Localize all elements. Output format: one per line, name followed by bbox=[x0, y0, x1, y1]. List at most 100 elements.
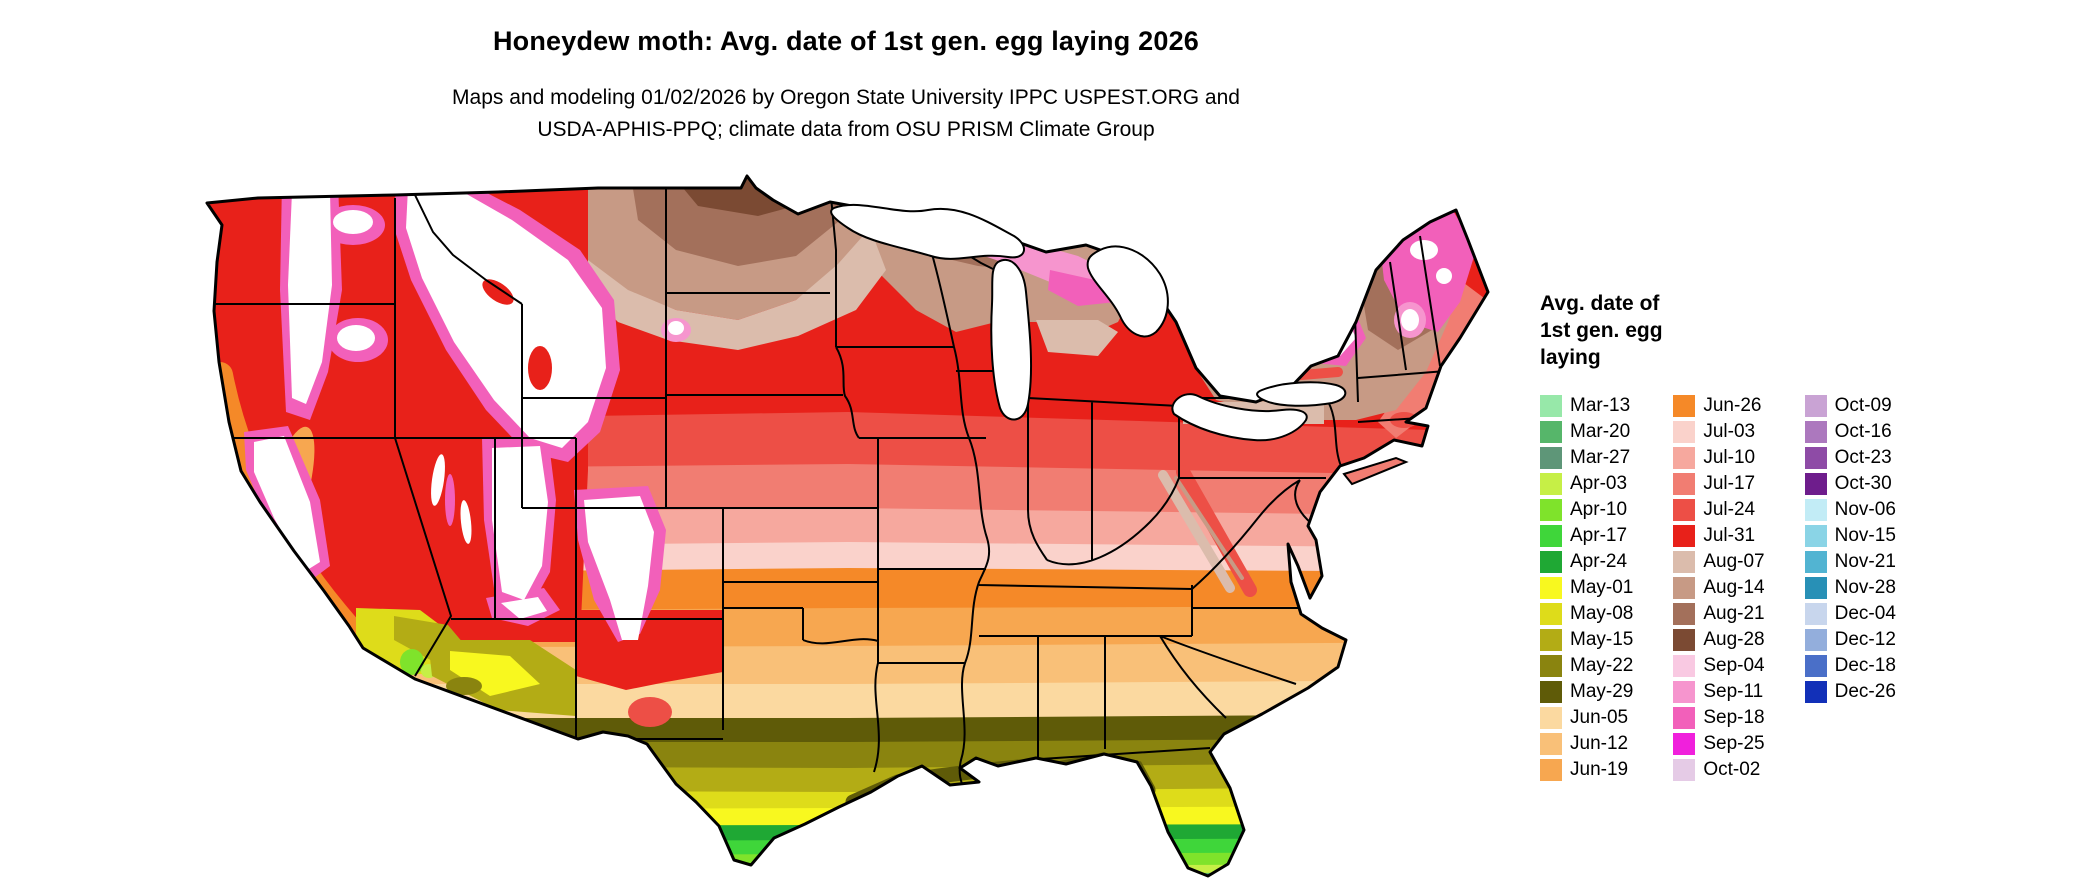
legend-swatch bbox=[1673, 603, 1696, 625]
legend-swatch bbox=[1673, 681, 1696, 703]
legend-label: Jul-17 bbox=[1703, 473, 1756, 494]
legend-label: Oct-02 bbox=[1703, 759, 1761, 780]
map-region-cascades bbox=[288, 192, 332, 404]
legend-label: Aug-28 bbox=[1703, 629, 1765, 650]
us-map bbox=[198, 170, 1494, 884]
legend-label: Aug-14 bbox=[1703, 577, 1765, 598]
legend-entry: May-01 bbox=[1540, 577, 1633, 599]
legend-entry: Nov-06 bbox=[1804, 499, 1896, 521]
legend-column: Oct-09 Oct-16 Oct-23 Oct-30 Nov-06 Nov-15 Nov-… bbox=[1804, 395, 1896, 781]
map-region bbox=[628, 697, 672, 727]
legend-label: Oct-09 bbox=[1834, 395, 1892, 416]
subtitle-line-1: Maps and modeling 01/02/2026 by Oregon S… bbox=[452, 86, 1240, 109]
legend-swatch bbox=[1673, 733, 1696, 755]
map-region-colorado-mtns bbox=[584, 496, 654, 640]
legend-entry: Apr-03 bbox=[1540, 473, 1633, 495]
legend-label: Mar-20 bbox=[1570, 421, 1631, 442]
legend-label: Mar-13 bbox=[1570, 395, 1631, 416]
map-region bbox=[207, 838, 1488, 860]
legend-entry: Jun-05 bbox=[1540, 707, 1633, 729]
legend-swatch bbox=[1673, 629, 1696, 651]
legend-label: Mar-27 bbox=[1570, 447, 1631, 468]
legend-entry: Apr-10 bbox=[1540, 499, 1633, 521]
page-title: Honeydew moth: Avg. date of 1st gen. egg… bbox=[492, 26, 1200, 56]
legend-swatch bbox=[1673, 473, 1696, 495]
legend-entry: Sep-11 bbox=[1673, 681, 1764, 703]
map-region bbox=[826, 176, 858, 181]
map-region bbox=[528, 346, 552, 390]
map-region bbox=[501, 597, 547, 619]
legend-label: Oct-16 bbox=[1834, 421, 1892, 442]
legend-label: May-01 bbox=[1570, 577, 1634, 598]
state-borders bbox=[207, 183, 1451, 793]
map-region bbox=[1048, 270, 1116, 306]
legend-swatch bbox=[1540, 681, 1562, 703]
legend-title: Avg. date of 1st gen. egg laying bbox=[1540, 290, 2080, 371]
legend-entry: Mar-27 bbox=[1540, 447, 1633, 469]
legend-swatch bbox=[1673, 421, 1696, 443]
map-region-rockies bbox=[406, 188, 606, 448]
map-region bbox=[762, 176, 818, 181]
legend-swatch bbox=[1673, 577, 1696, 599]
legend-label: Jul-31 bbox=[1703, 525, 1756, 546]
legend-swatch bbox=[1540, 759, 1562, 781]
map-region-sierra bbox=[254, 436, 320, 572]
legend-label: Nov-15 bbox=[1834, 525, 1896, 546]
legend-entry: Oct-02 bbox=[1673, 759, 1764, 781]
legend-label: Apr-24 bbox=[1570, 551, 1628, 572]
legend-swatch bbox=[1540, 525, 1562, 547]
legend-swatch bbox=[1804, 577, 1827, 599]
legend-entry: Aug-07 bbox=[1673, 551, 1765, 573]
legend-entry: Oct-09 bbox=[1804, 395, 1896, 417]
legend-entry: Jul-10 bbox=[1673, 447, 1764, 469]
legend-swatch bbox=[1673, 525, 1696, 547]
legend-swatch bbox=[1540, 395, 1562, 417]
legend-column: Jun-26 Jul-03 Jul-10 Jul-17 Jul-24 Jul-31 Aug-… bbox=[1673, 395, 1765, 781]
legend-entry: Dec-12 bbox=[1804, 629, 1896, 651]
legend-swatch bbox=[1540, 447, 1562, 469]
map-region bbox=[1436, 268, 1452, 284]
legend-column: Mar-13 Mar-20 Mar-27 Apr-03 Apr-10 Apr-17 Apr-… bbox=[1540, 395, 1633, 781]
legend-entry: Apr-17 bbox=[1540, 525, 1633, 547]
legend-label: Jun-19 bbox=[1570, 759, 1629, 780]
legend-entry: Nov-15 bbox=[1804, 525, 1896, 547]
legend-entry: Mar-20 bbox=[1540, 421, 1633, 443]
map-region bbox=[1036, 320, 1118, 356]
legend-label: Nov-06 bbox=[1834, 499, 1896, 520]
legend-entry: Nov-21 bbox=[1804, 551, 1896, 573]
lake-huron bbox=[1086, 245, 1169, 338]
legend-label: Nov-28 bbox=[1834, 577, 1896, 598]
legend-swatch bbox=[1540, 421, 1562, 443]
legend-swatch bbox=[1804, 421, 1827, 443]
legend-entry: Sep-04 bbox=[1673, 655, 1765, 677]
long-island bbox=[1342, 456, 1409, 486]
map-region bbox=[333, 210, 373, 234]
legend-entry: Jul-17 bbox=[1673, 473, 1764, 495]
page-subtitle: Maps and modeling 01/02/2026 by Oregon S… bbox=[0, 82, 1692, 146]
map-region bbox=[588, 228, 886, 350]
lake-ontario bbox=[1256, 381, 1347, 407]
map-region bbox=[207, 824, 1488, 846]
subtitle-line-2: USDA-APHIS-PPQ; climate data from OSU PR… bbox=[537, 118, 1155, 141]
map-region bbox=[460, 500, 472, 544]
legend-title-line-2: 1st gen. egg bbox=[1540, 319, 1663, 342]
legend-label: Sep-25 bbox=[1703, 733, 1765, 754]
legend-swatch bbox=[1540, 733, 1562, 755]
legend-entry: May-15 bbox=[1540, 629, 1633, 651]
legend-entry: Jul-31 bbox=[1673, 525, 1764, 547]
legend-swatch bbox=[1673, 447, 1696, 469]
legend-swatch bbox=[1804, 525, 1827, 547]
legend-swatch bbox=[1540, 629, 1562, 651]
legend-columns: Mar-13 Mar-20 Mar-27 Apr-03 Apr-10 Apr-17 Apr-… bbox=[1540, 395, 2080, 781]
legend-swatch bbox=[1804, 473, 1827, 495]
map-region bbox=[1174, 476, 1244, 580]
legend-entry: Aug-21 bbox=[1673, 603, 1765, 625]
legend-entry: Dec-26 bbox=[1804, 681, 1896, 703]
map-fill-layer bbox=[207, 176, 1488, 876]
map-region bbox=[754, 176, 870, 188]
legend-entry: Dec-18 bbox=[1804, 655, 1896, 677]
legend-entry: May-08 bbox=[1540, 603, 1633, 625]
legend-swatch bbox=[1540, 577, 1562, 599]
map-region bbox=[482, 279, 514, 305]
